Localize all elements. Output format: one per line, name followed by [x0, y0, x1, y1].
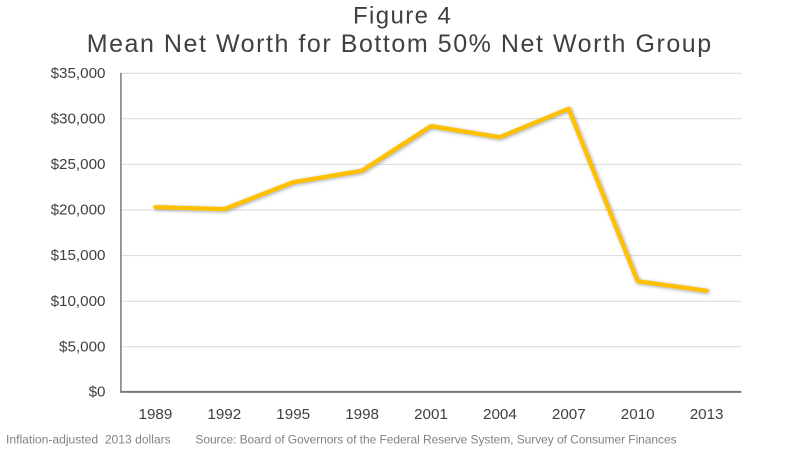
svg-text:$15,000: $15,000 [51, 247, 106, 264]
svg-text:$25,000: $25,000 [51, 156, 106, 173]
svg-text:$10,000: $10,000 [51, 293, 106, 310]
svg-text:1998: 1998 [345, 406, 379, 423]
svg-text:1992: 1992 [207, 406, 241, 423]
svg-text:Mean Net Worth for Bottom 50%: Mean Net Worth for Bottom 50% Net Worth … [87, 30, 713, 58]
svg-text:1989: 1989 [139, 406, 173, 423]
svg-text:$35,000: $35,000 [51, 65, 106, 82]
svg-text:$30,000: $30,000 [51, 110, 106, 127]
svg-text:2010: 2010 [621, 406, 655, 423]
svg-text:Figure 4: Figure 4 [353, 3, 452, 30]
svg-text:2007: 2007 [552, 406, 586, 423]
svg-text:1995: 1995 [276, 406, 310, 423]
svg-text:Inflation-adjusted 2013 dolla: Inflation-adjusted 2013 dollars [6, 433, 171, 447]
svg-text:2013: 2013 [690, 406, 724, 423]
svg-text:2001: 2001 [414, 406, 448, 423]
svg-text:$20,000: $20,000 [51, 202, 106, 219]
svg-text:$5,000: $5,000 [59, 338, 105, 355]
svg-text:Source: Board of Governors of: Source: Board of Governors of the Federa… [195, 433, 676, 447]
svg-text:2004: 2004 [483, 406, 517, 423]
svg-text:$0: $0 [89, 384, 106, 401]
